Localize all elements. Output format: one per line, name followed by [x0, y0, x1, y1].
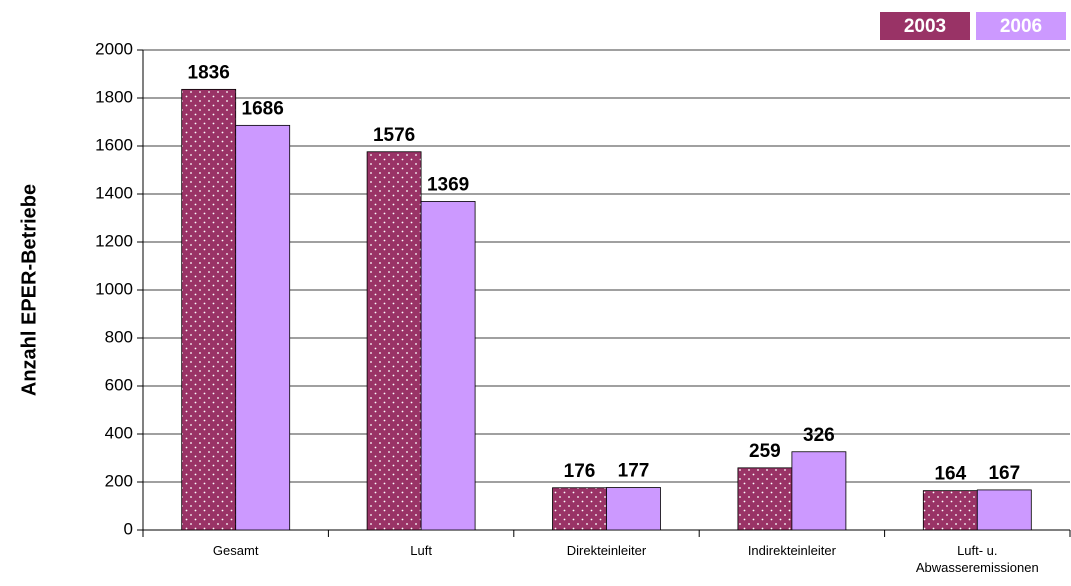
y-tick-label: 0 — [124, 519, 133, 538]
y-tick-label: 800 — [105, 327, 133, 346]
bar — [922, 490, 978, 531]
bar — [181, 88, 237, 531]
y-tick-label: 1000 — [95, 279, 133, 298]
y-tick-label: 1200 — [95, 231, 133, 250]
x-tick-label: Luft — [410, 543, 432, 558]
y-tick-label: 1400 — [95, 183, 133, 202]
data-label: 1836 — [188, 62, 230, 83]
data-label: 167 — [988, 463, 1020, 484]
legend-swatch — [976, 12, 1066, 40]
bar — [791, 451, 847, 531]
bar — [976, 489, 1032, 531]
bar — [366, 151, 422, 531]
data-label: 1576 — [373, 125, 415, 146]
bar — [737, 467, 793, 531]
y-axis-title: Anzahl EPER-Betriebe — [18, 184, 40, 396]
data-label: 1369 — [427, 174, 469, 195]
data-label: 1686 — [242, 98, 284, 119]
data-label: 259 — [749, 441, 781, 462]
x-tick-label: Gesamt — [212, 543, 259, 558]
legend-label: 2003 — [904, 16, 946, 37]
bar — [420, 201, 476, 531]
bar — [552, 487, 607, 531]
data-label: 176 — [564, 461, 596, 482]
x-tick-label: Luft- u. Abwasseremissionen — [915, 543, 1039, 575]
y-tick-label: 2000 — [95, 39, 133, 58]
bar — [235, 124, 291, 531]
legend-label: 2006 — [1000, 16, 1042, 37]
x-tick-label: Direkteinleiter — [566, 543, 647, 558]
y-tick-label: 400 — [105, 423, 133, 442]
y-tick-label: 600 — [105, 375, 133, 394]
data-label: 177 — [618, 461, 650, 482]
legend-swatch — [880, 12, 970, 40]
bar — [606, 487, 661, 531]
data-label: 326 — [803, 425, 835, 446]
y-tick-label: 1600 — [95, 135, 133, 154]
x-tick-label: Indirekteinleiter — [747, 543, 836, 558]
y-tick-label: 1800 — [95, 87, 133, 106]
data-label: 164 — [934, 464, 966, 485]
y-tick-label: 200 — [105, 471, 133, 490]
